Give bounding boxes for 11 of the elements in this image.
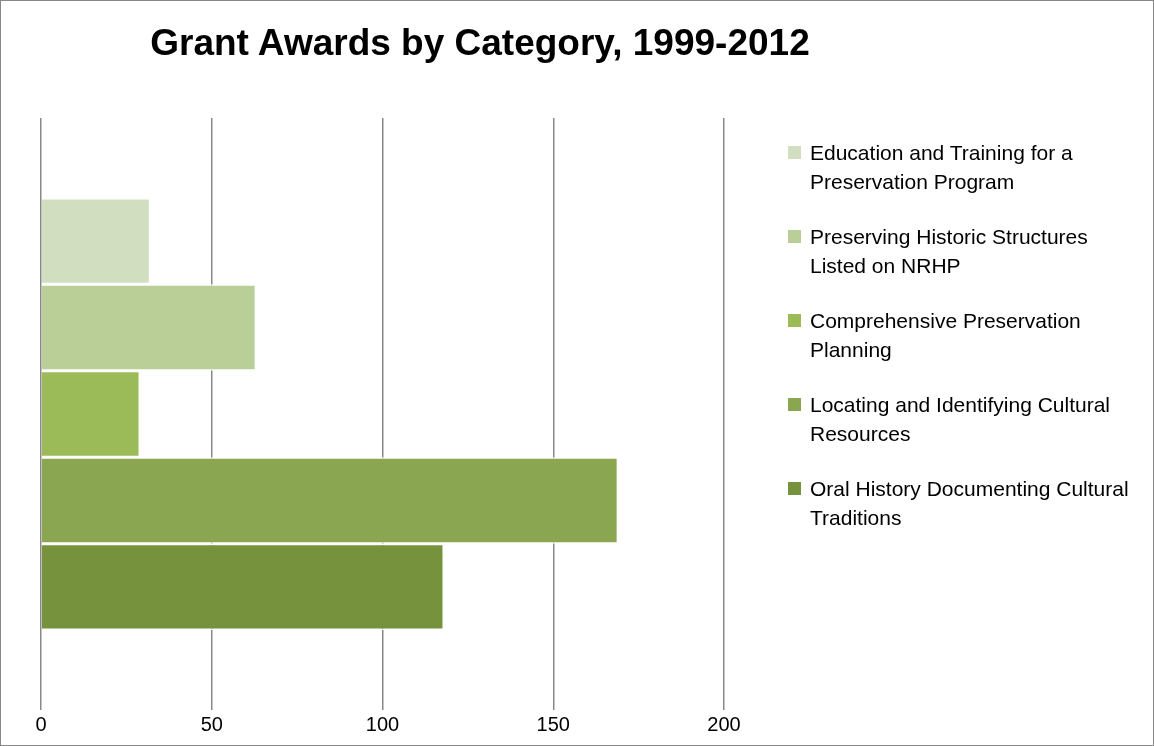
legend-label: Oral History Documenting Cultural Traditions (810, 477, 1129, 529)
x-tick-label: 50 (200, 712, 223, 735)
legend-label: Locating and Identifying Cultural Resources (810, 393, 1111, 445)
x-tick-label: 150 (536, 712, 570, 735)
chart-title: Grant Awards by Category, 1999-2012 (149, 22, 811, 64)
legend-label: Comprehensive Preservation Planning (810, 309, 1081, 361)
x-tick-label: 0 (35, 712, 47, 735)
x-tick-label: 200 (707, 712, 741, 735)
legend-label: Education and Training for a Preservation Program (810, 141, 1073, 193)
x-tick-label: 100 (365, 712, 400, 735)
legend-label: Preserving Historic Structures Listed on NRHP (810, 225, 1088, 277)
